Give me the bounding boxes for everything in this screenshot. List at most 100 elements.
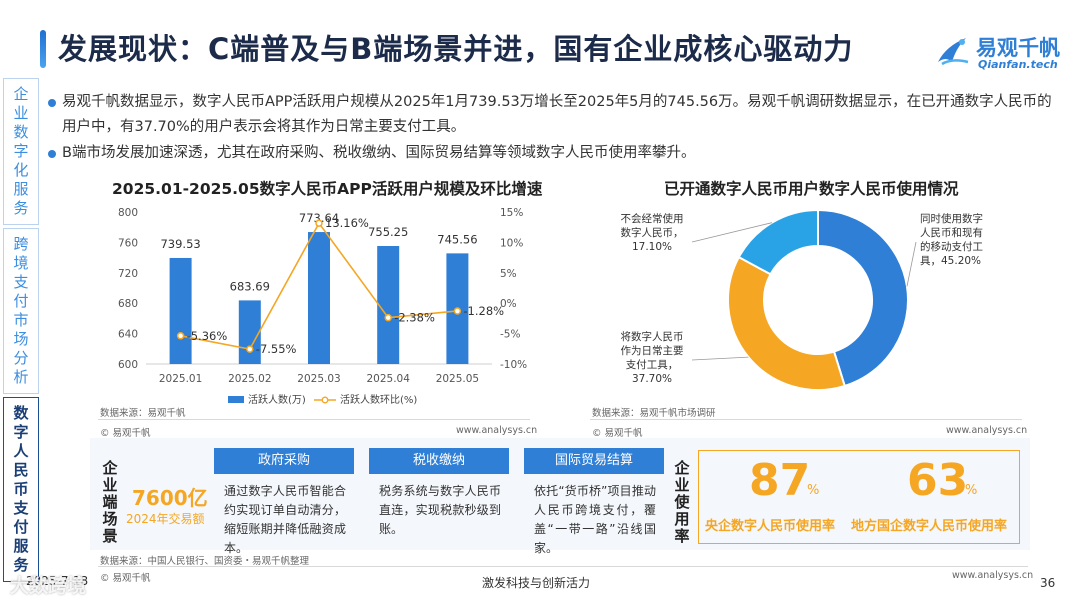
scene-card-tax-payment: 税收缴纳 税务系统与数字人民币直连，实现税款秒级到账。 [369,448,509,539]
bar-value-label: 739.53 [160,237,200,251]
y-tick-label: 720 [118,268,138,280]
bullet-text: B端市场发展加速深透，尤其在政府采购、税收缴纳、国际贸易结算等领域数字人民币使用… [62,145,696,161]
brand-logo: 易观千帆 Qianfan.tech [932,30,1072,72]
y2-tick-label: 0% [500,298,517,310]
bar-2025.03 [308,232,330,364]
donut-slice-1 [727,255,846,391]
legend-bar-label: 活跃人数(万) [248,393,306,406]
donut-slice-label: 同时使用数字 [920,212,983,225]
central-soe-rate-unit: % [807,483,820,498]
growth-rate-point [453,307,462,315]
scenes-copyright: © 易观千帆 [100,573,151,584]
footer-date: 2025-7-18 [26,574,89,588]
bullet-point-1: 易观千帆数据显示，数字人民币APP活跃用户规模从2025年1月739.53万增长… [48,90,1052,140]
growth-rate-point [176,332,185,340]
local-soe-rate-label: 地方国企数字人民币使用率 [851,519,1008,534]
donut-chart-copyright: © 易观千帆 [592,428,643,439]
growth-rate-label: -1.28% [463,304,504,318]
transaction-amount-caption: 2024年交易额 [126,512,205,526]
donut-leader-line [691,356,749,361]
bar-value-label: 773.64 [299,211,339,225]
donut-slice-label: 具，45.20% [920,255,981,267]
scene-card-title: 国际贸易结算 [524,448,664,474]
bar-2025.04 [377,246,400,364]
donut-slice-label: 不会经常使用 [621,212,684,225]
bullet-point-2: B端市场发展加速深透，尤其在政府采购、税收缴纳、国际贸易结算等领域数字人民币使用… [48,141,1052,166]
donut-leader-line [691,222,773,243]
scenes-site: www.analysys.cn [952,570,1034,581]
local-soe-rate-unit: % [965,483,978,498]
x-tick-label: 2025.01 [159,373,202,385]
bar-chart-title: 2025.01-2025.05数字人民币APP活跃用户规模及环比增速 [112,180,543,198]
scene-card-text: 依托“货币桥”项目推动人民币跨境支付，覆盖“一带一路”沿线国家。 [534,484,656,555]
bar-chart-source: 数据来源：易观千帆 [100,408,186,419]
donut-slice-label: 人民币和现有 [920,226,983,239]
divider [98,566,1028,567]
scene-card-text: 通过数字人民币智能合约实现订单自动清分，缩短账期并降低融资成本。 [224,484,346,555]
usage-section-label: 企业使用率 [674,459,690,545]
scene-section-label: 企业端场景 [102,459,118,545]
qianfan-logo-icon [938,38,969,66]
bar-value-label: 755.25 [368,225,408,239]
bar-value-label: 683.69 [230,279,270,293]
side-nav-item-enterprise-digital[interactable]: 企业数字化服务 [3,78,39,225]
side-nav-item-cross-border[interactable]: 跨境支付市场分析 [3,228,39,394]
title-accent-bar [40,30,46,68]
legend-line-marker [321,396,329,404]
bar-chart-site: www.analysys.cn [456,425,538,436]
donut-slice-label: 37.70% [632,373,672,385]
scenes-source: 数据来源：中国人民银行、国资委・易观千帆整理 [100,556,310,567]
usage-rate-box: 87 % 央企数字人民币使用率 63 % 地方国企数字人民币使用率 [698,450,1020,544]
local-soe-rate: 63 [907,455,969,506]
watermark-text: 大数跨境 [10,575,87,597]
y2-tick-label: 5% [500,268,517,280]
legend-bar-swatch [228,396,244,403]
bullet-dot-icon [48,150,56,158]
side-nav-item-digital-rmb[interactable]: 数字人民币支付服务 [3,397,39,582]
y2-tick-label: -5% [500,329,520,341]
y2-tick-label: 10% [500,237,523,249]
scene-card-text: 税务系统与数字人民币直连，实现税款秒级到账。 [379,484,501,536]
growth-rate-label: -7.55% [256,342,297,356]
page-number: 36 [1040,576,1056,590]
bar-2025.01 [169,257,192,364]
y-tick-label: 800 [118,207,138,219]
x-tick-label: 2025.02 [228,373,271,385]
y-tick-label: 600 [118,359,138,371]
scene-card-title: 政府采购 [214,448,354,474]
scene-card-government-procurement: 政府采购 通过数字人民币智能合约实现订单自动清分，缩短账期并降低融资成本。 [214,448,354,558]
donut-slice-2 [737,208,819,276]
donut-chart-title: 已开通数字人民币用户数字人民币使用情况 [664,180,959,198]
growth-rate-label: -2.38% [394,311,435,325]
scene-card-trade-settlement: 国际贸易结算 依托“货币桥”项目推动人民币跨境支付，覆盖“一带一路”沿线国家。 [524,448,664,558]
y2-tick-label: -10% [500,359,527,371]
bullet-dot-icon [48,99,56,107]
logo-text-cn: 易观千帆 [976,36,1060,60]
growth-rate-label: 13.16% [325,216,369,230]
donut-chart-site: www.analysys.cn [946,425,1028,436]
growth-rate-point [246,345,254,353]
donut-chart-source: 数据来源：易观千帆市场调研 [592,408,716,419]
scene-card-title: 税收缴纳 [369,448,509,474]
x-tick-label: 2025.04 [366,373,410,385]
x-tick-label: 2025.05 [436,373,479,385]
bullet-text: 易观千帆数据显示，数字人民币APP活跃用户规模从2025年1月739.53万增长… [62,94,1052,135]
y-tick-label: 680 [118,298,138,310]
footer-slogan: 激发科技与创新活力 [482,576,591,590]
divider [98,419,530,420]
x-tick-label: 2025.03 [297,373,340,385]
active-users-combo-chart: 600 640 680 720 760 800 -10% -5% 0% 5% 10% 15% 739.5… [118,207,527,406]
growth-rate-point [315,219,323,227]
donut-slice-label: 作为日常主要 [621,344,684,357]
y2-tick-label: 15% [500,207,523,219]
growth-rate-point [384,313,392,322]
legend-line-label: 活跃人数环比(%) [340,393,417,406]
donut-leader-line [906,241,917,287]
donut-slice-label: 支付工具， [626,358,679,371]
donut-slice-label: 的移动支付工 [920,240,983,253]
y-tick-label: 760 [118,237,138,249]
bar-chart-copyright: © 易观千帆 [100,428,151,439]
central-soe-rate-label: 央企数字人民币使用率 [705,519,836,534]
page-title: 发展现状：C端普及与B端场景并进，国有企业成核心驱动力 [58,32,854,66]
